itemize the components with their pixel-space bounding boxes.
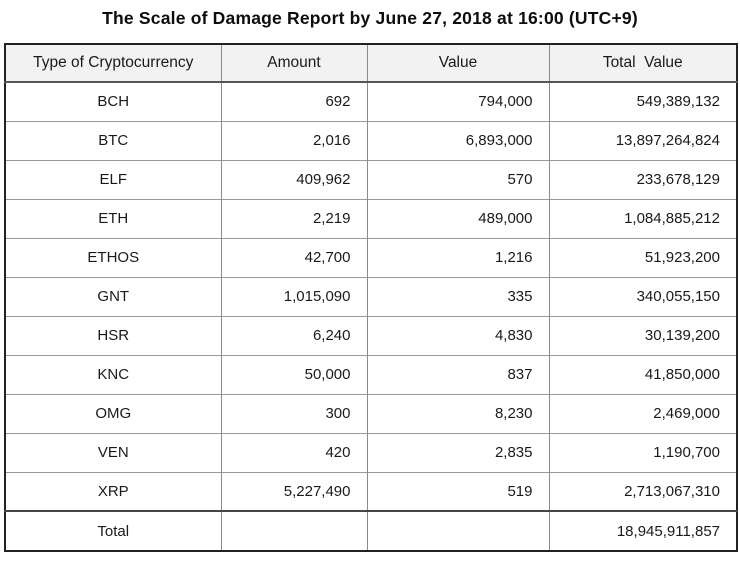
total-label-cell: Total	[5, 510, 221, 551]
table-body: BCH 692 794,000 549,389,132 BTC 2,016 6,…	[5, 82, 737, 511]
column-header-amount: Amount	[220, 44, 367, 83]
total-amount-cell	[220, 510, 367, 551]
crypto-type-cell: ETH	[5, 198, 221, 238]
crypto-type-cell: BTC	[5, 120, 221, 160]
value-cell: 489,000	[366, 198, 549, 238]
total-value-cell: 233,678,129	[548, 159, 737, 199]
amount-cell: 6,240	[220, 315, 367, 355]
value-cell: 2,835	[366, 432, 549, 472]
value-cell: 837	[366, 354, 549, 394]
total-value-cell: 1,084,885,212	[548, 198, 737, 238]
total-value-cell: 51,923,200	[548, 237, 737, 277]
damage-report-table: Type of Cryptocurrency Amount Value Tota…	[4, 43, 738, 552]
amount-cell: 409,962	[220, 159, 367, 199]
amount-cell: 420	[220, 432, 367, 472]
column-header-value: Value	[366, 44, 549, 83]
value-cell: 6,893,000	[366, 120, 549, 160]
value-cell: 794,000	[366, 82, 549, 121]
column-header-total-value: Total Value	[548, 44, 737, 83]
crypto-type-cell: HSR	[5, 315, 221, 355]
crypto-type-cell: GNT	[5, 276, 221, 316]
crypto-type-cell: OMG	[5, 393, 221, 433]
total-value-cell: 549,389,132	[548, 82, 737, 121]
value-cell: 335	[366, 276, 549, 316]
table-row: ELF 409,962 570 233,678,129	[5, 159, 737, 199]
amount-cell: 692	[220, 82, 367, 121]
page-title: The Scale of Damage Report by June 27, 2…	[102, 8, 638, 28]
total-value-cell: 13,897,264,824	[548, 120, 737, 160]
header-row: Type of Cryptocurrency Amount Value Tota…	[5, 44, 737, 83]
value-cell: 1,216	[366, 237, 549, 277]
total-row: Total 18,945,911,857	[5, 510, 737, 551]
amount-cell: 2,219	[220, 198, 367, 238]
crypto-type-cell: ETHOS	[5, 237, 221, 277]
amount-cell: 1,015,090	[220, 276, 367, 316]
total-value-cell	[366, 510, 549, 551]
value-cell: 519	[366, 471, 549, 511]
total-value-cell: 2,713,067,310	[548, 471, 737, 511]
crypto-type-cell: BCH	[5, 82, 221, 121]
crypto-type-cell: ELF	[5, 159, 221, 199]
table-row: VEN 420 2,835 1,190,700	[5, 432, 737, 472]
total-value-cell: 30,139,200	[548, 315, 737, 355]
total-value-cell: 340,055,150	[548, 276, 737, 316]
table-row: ETHOS 42,700 1,216 51,923,200	[5, 237, 737, 277]
amount-cell: 5,227,490	[220, 471, 367, 511]
crypto-type-cell: VEN	[5, 432, 221, 472]
table-row: HSR 6,240 4,830 30,139,200	[5, 315, 737, 355]
table-row: KNC 50,000 837 41,850,000	[5, 354, 737, 394]
amount-cell: 300	[220, 393, 367, 433]
table-row: GNT 1,015,090 335 340,055,150	[5, 276, 737, 316]
table-row: OMG 300 8,230 2,469,000	[5, 393, 737, 433]
table-row: ETH 2,219 489,000 1,084,885,212	[5, 198, 737, 238]
amount-cell: 42,700	[220, 237, 367, 277]
value-cell: 570	[366, 159, 549, 199]
total-value-cell: 2,469,000	[548, 393, 737, 433]
table-row: XRP 5,227,490 519 2,713,067,310	[5, 471, 737, 511]
table-row: BCH 692 794,000 549,389,132	[5, 82, 737, 121]
grand-total-cell: 18,945,911,857	[548, 510, 737, 551]
value-cell: 8,230	[366, 393, 549, 433]
crypto-type-cell: XRP	[5, 471, 221, 511]
crypto-type-cell: KNC	[5, 354, 221, 394]
table-row: BTC 2,016 6,893,000 13,897,264,824	[5, 120, 737, 160]
table-header: Type of Cryptocurrency Amount Value Tota…	[5, 44, 737, 83]
amount-cell: 2,016	[220, 120, 367, 160]
total-value-cell: 41,850,000	[548, 354, 737, 394]
amount-cell: 50,000	[220, 354, 367, 394]
total-value-cell: 1,190,700	[548, 432, 737, 472]
column-header-type: Type of Cryptocurrency	[5, 44, 221, 83]
value-cell: 4,830	[366, 315, 549, 355]
table-footer: Total 18,945,911,857	[5, 510, 737, 551]
